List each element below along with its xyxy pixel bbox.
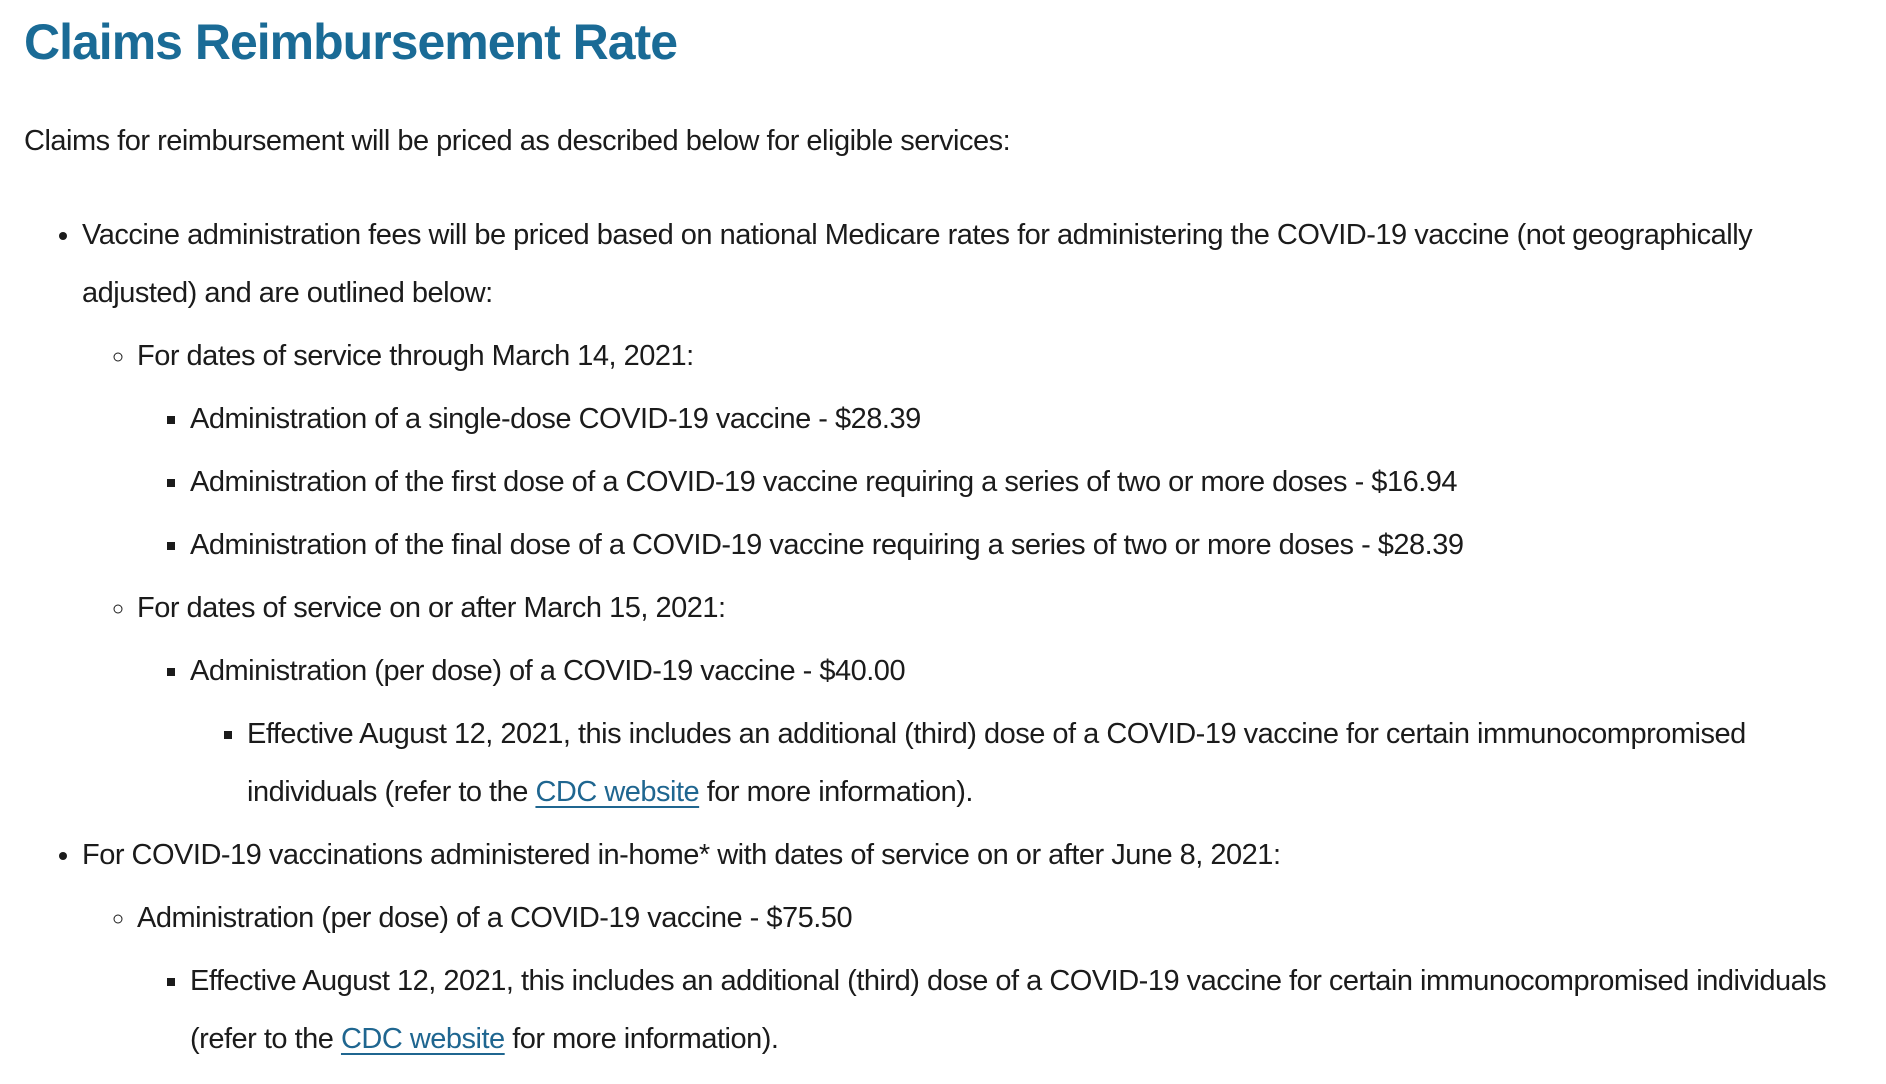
per-dose-7550-sublist: Effective August 12, 2021, this includes… (137, 952, 1862, 1068)
bullet-final-dose-rate: Administration of the final dose of a CO… (190, 516, 1862, 574)
page-title: Claims Reimbursement Rate (24, 14, 678, 70)
page: { "colors": { "heading": "#1a6b96", "lin… (0, 16, 1886, 1084)
bullet-vaccine-admin-fees: Vaccine administration fees will be pric… (82, 206, 1862, 821)
intro-text: Claims for reimbursement will be priced … (24, 125, 1011, 157)
bullet-in-home-vaccinations-text: For COVID-19 vaccinations administered i… (82, 839, 1281, 871)
bullet-effective-august-note-2: Effective August 12, 2021, this includes… (190, 952, 1862, 1068)
bullet-per-dose-rate-40: Administration (per dose) of a COVID-19 … (190, 642, 1862, 821)
bullet-first-dose-rate: Administration of the first dose of a CO… (190, 453, 1862, 511)
effective-note-2-text-after: for more information). (504, 1023, 779, 1055)
effective-note-1-text-before: Effective August 12, 2021, this includes… (247, 718, 1746, 808)
bullet-first-dose-rate-text: Administration of the first dose of a CO… (190, 466, 1458, 498)
bullet-per-dose-rate-40-text: Administration (per dose) of a COVID-19 … (190, 655, 906, 687)
bullet-single-dose-rate-text: Administration of a single-dose COVID-19… (190, 403, 921, 435)
through-march-14-sublist: Administration of a single-dose COVID-19… (137, 390, 1862, 574)
bullet-effective-august-note-1: Effective August 12, 2021, this includes… (247, 705, 1862, 821)
bullet-dates-on-or-after-march-15-text: For dates of service on or after March 1… (137, 592, 726, 624)
bullet-vaccine-admin-fees-text: Vaccine administration fees will be pric… (82, 219, 1753, 309)
cdc-website-link-2[interactable]: CDC website (340, 1023, 505, 1055)
content-region: Claims Reimbursement Rate Claims for rei… (24, 16, 1862, 1068)
bullet-dates-through-march-14-text: For dates of service through March 14, 2… (137, 340, 694, 372)
on-or-after-march-15-sublist: Administration (per dose) of a COVID-19 … (137, 642, 1862, 821)
in-home-sublist: Administration (per dose) of a COVID-19 … (82, 889, 1862, 1068)
bullet-per-dose-rate-7550-text: Administration (per dose) of a COVID-19 … (137, 902, 853, 934)
vaccine-fees-sublist: For dates of service through March 14, 2… (82, 327, 1862, 821)
reimbursement-list: Vaccine administration fees will be pric… (24, 206, 1862, 1068)
bullet-final-dose-rate-text: Administration of the final dose of a CO… (190, 529, 1464, 561)
bullet-dates-through-march-14: For dates of service through March 14, 2… (137, 327, 1862, 574)
bullet-per-dose-rate-7550: Administration (per dose) of a COVID-19 … (137, 889, 1862, 1068)
per-dose-40-sublist: Effective August 12, 2021, this includes… (190, 705, 1862, 821)
cdc-website-link-1[interactable]: CDC website (535, 776, 700, 808)
bullet-dates-on-or-after-march-15: For dates of service on or after March 1… (137, 579, 1862, 821)
effective-note-1-text-after: for more information). (699, 776, 974, 808)
bullet-in-home-vaccinations: For COVID-19 vaccinations administered i… (82, 826, 1862, 1068)
bullet-single-dose-rate: Administration of a single-dose COVID-19… (190, 390, 1862, 448)
effective-note-2-text-before: Effective August 12, 2021, this includes… (190, 965, 1827, 1055)
